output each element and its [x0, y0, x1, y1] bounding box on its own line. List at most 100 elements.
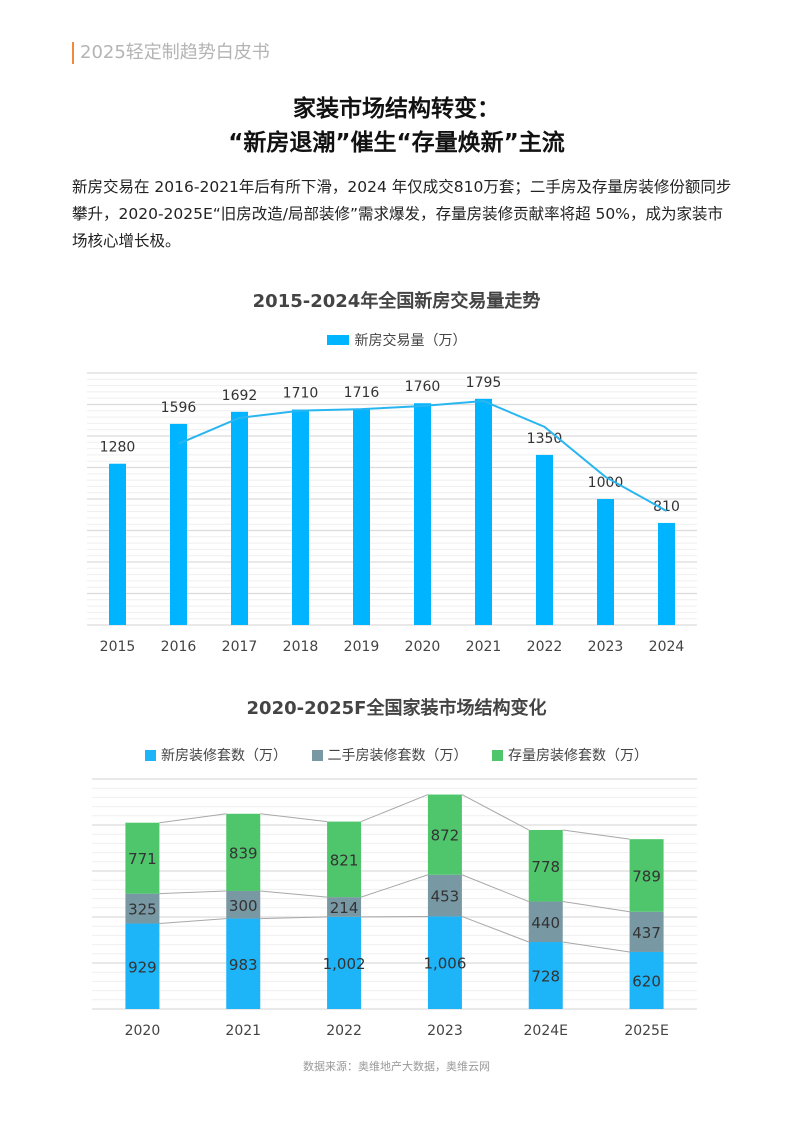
- trendline: [178, 400, 667, 512]
- bar-segment: [427, 874, 462, 917]
- bar-segment: [528, 829, 563, 902]
- legend-swatch: [311, 749, 323, 761]
- series-line: [562, 941, 630, 953]
- series-line: [260, 813, 328, 823]
- chart1-title: 2015-2024年全国新房交易量走势: [252, 291, 541, 312]
- data-label: 300: [229, 897, 258, 915]
- bar-segment: [327, 916, 362, 1009]
- x-tick-label: 2020: [405, 639, 441, 655]
- legend-label: 存量房装修套数（万）: [507, 748, 648, 764]
- bar: [414, 403, 431, 625]
- data-label: 453: [431, 888, 460, 906]
- chart1: 1280 2015 1596 2016 1692 2017 1710 2018 1716 2019…: [87, 372, 697, 655]
- x-tick-label: 2024E: [524, 1023, 568, 1039]
- data-label: 1,006: [423, 955, 466, 973]
- x-tick-label: 2024: [649, 639, 685, 655]
- legend-swatch: [145, 749, 157, 761]
- title-line-2: “新房退潮”催生“存量焕新”主流: [228, 130, 565, 156]
- series-line: [260, 890, 328, 898]
- data-label: 771: [128, 850, 157, 868]
- data-label: 821: [330, 851, 359, 869]
- x-tick-label: 2015: [100, 639, 136, 655]
- bar: [475, 398, 492, 625]
- bar: [597, 499, 614, 625]
- data-label: 1000: [588, 475, 624, 491]
- bar-segment: [629, 951, 664, 1009]
- series-line: [562, 829, 630, 840]
- legend-label: 二手房装修套数（万）: [327, 748, 468, 764]
- series-line: [360, 874, 429, 898]
- page-title: 家装市场结构转变： “新房退潮”催生“存量焕新”主流: [0, 92, 793, 160]
- bar-segment: [327, 897, 362, 917]
- legend-item: 新房装修套数（万）: [145, 745, 287, 765]
- intro-paragraph: 新房交易在 2016-2021年后有所下滑，2024 年仅成交810万套；二手房…: [72, 178, 732, 250]
- x-tick-label: 2019: [344, 639, 380, 655]
- bar-segment: [125, 893, 160, 924]
- data-label: 929: [128, 958, 157, 976]
- series-line: [159, 813, 227, 824]
- series-line: [562, 901, 630, 913]
- data-label: 872: [431, 827, 460, 845]
- data-label: 1710: [283, 386, 319, 402]
- data-label: 983: [229, 956, 258, 974]
- bar: [231, 411, 248, 625]
- chart1-legend: 新房交易量（万）: [0, 330, 793, 350]
- series-line: [159, 918, 227, 925]
- legend-label: 新房装修套数（万）: [161, 748, 288, 764]
- data-label: 1280: [100, 440, 136, 456]
- legend-label: 新房交易量（万）: [354, 333, 467, 349]
- series-line: [461, 794, 529, 831]
- series-line: [159, 890, 227, 895]
- bar-segment: [528, 901, 563, 943]
- data-label: 839: [229, 844, 258, 862]
- bar: [658, 522, 675, 625]
- data-label: 620: [632, 972, 661, 990]
- legend-swatch: [326, 335, 349, 345]
- series-line: [260, 916, 328, 920]
- data-label: 437: [632, 924, 661, 942]
- bar-segment: [226, 918, 261, 1009]
- data-label: 728: [531, 968, 560, 986]
- chart2-legend: 新房装修套数（万） 二手房装修套数（万） 存量房装修套数（万）: [0, 745, 793, 765]
- x-tick-label: 2021: [225, 1023, 261, 1039]
- legend-item: 新房交易量（万）: [326, 330, 467, 350]
- bar-segment: [528, 942, 563, 1009]
- data-label: 1716: [344, 385, 380, 401]
- series-line: [461, 874, 529, 903]
- series-line: [360, 794, 429, 823]
- x-tick-label: 2021: [466, 639, 502, 655]
- data-label: 325: [128, 901, 157, 919]
- data-label: 1692: [222, 388, 258, 404]
- legend-swatch: [491, 749, 503, 761]
- legend-item: 存量房装修套数（万）: [491, 745, 648, 765]
- data-source: 数据来源：奥维地产大数据，奥维云网: [303, 1060, 490, 1073]
- document-header: 2025轻定制趋势白皮书: [72, 42, 270, 64]
- bar-segment: [427, 794, 462, 875]
- x-tick-label: 2023: [588, 639, 624, 655]
- x-tick-label: 2022: [527, 639, 563, 655]
- x-tick-label: 2020: [125, 1023, 161, 1039]
- bar-segment: [427, 916, 462, 1009]
- bar: [536, 454, 553, 625]
- data-label: 1760: [405, 379, 441, 395]
- bar-segment: [327, 821, 362, 898]
- legend-item: 二手房装修套数（万）: [311, 745, 468, 765]
- bar-segment: [125, 923, 160, 1009]
- bar: [353, 408, 370, 625]
- bar: [109, 463, 126, 625]
- bar-segment: [226, 813, 261, 891]
- bar-segment: [629, 839, 664, 912]
- data-label: 1596: [161, 400, 197, 416]
- chart2-title: 2020-2025F全国家装市场结构变化: [246, 698, 547, 719]
- bar: [292, 409, 309, 625]
- data-label: 778: [531, 858, 560, 876]
- x-tick-label: 2022: [326, 1023, 362, 1039]
- data-label: 789: [632, 867, 661, 885]
- bar-segment: [629, 911, 664, 952]
- x-tick-label: 2017: [222, 639, 258, 655]
- data-label: 214: [330, 899, 359, 917]
- title-line-1: 家装市场结构转变：: [293, 96, 500, 122]
- x-tick-label: 2023: [427, 1023, 463, 1039]
